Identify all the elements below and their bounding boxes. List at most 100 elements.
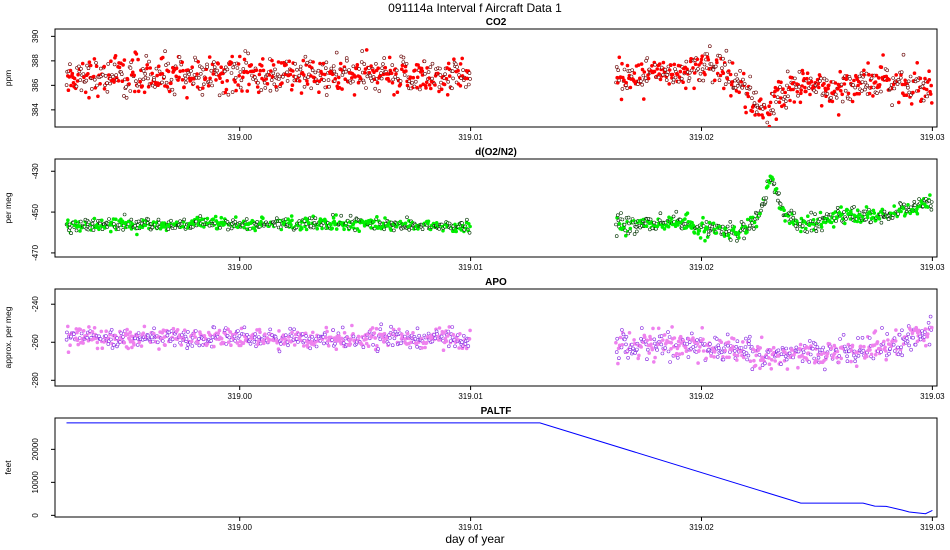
data-point [814,229,819,233]
data-point [845,354,849,359]
data-point [369,226,373,230]
data-point [272,82,277,87]
data-point [879,89,883,94]
data-point [822,367,827,372]
data-point [112,62,117,67]
panel-title: PALTF [481,406,512,417]
data-point [109,59,113,64]
data-point [387,55,392,60]
data-point [850,343,855,348]
data-point [618,335,623,340]
data-point [217,328,222,333]
data-point [78,78,83,82]
data-point [392,336,397,341]
data-point [81,341,85,345]
data-point [834,219,838,223]
data-point [92,325,97,330]
data-point [130,345,134,350]
data-point [364,341,369,346]
data-point [872,211,877,215]
data-point [822,351,827,355]
data-point [428,65,433,69]
data-point [466,344,471,348]
data-point [836,113,841,117]
data-point [712,350,717,354]
data-point [674,343,678,348]
data-point [783,354,788,359]
data-point [298,64,303,69]
data-point [302,76,307,81]
data-point [721,71,726,75]
data-point [805,71,810,75]
data-point [776,348,781,353]
data-point [682,70,687,75]
data-point [789,208,794,213]
data-point [793,76,797,81]
data-point [896,345,900,350]
data-point [177,55,182,59]
data-point [405,331,410,336]
data-point [732,225,737,229]
data-point [172,343,177,348]
data-point [417,333,421,338]
data-point [112,343,116,347]
data-point [650,64,654,68]
data-point [648,337,653,342]
data-point [659,334,664,338]
data-point [301,73,306,77]
data-point [862,212,867,217]
data-point [467,337,472,341]
panel-paltf: PALTF feet 0 10000 20000 319.00 319.01 319.02 31… [3,406,945,532]
data-point [787,221,792,226]
data-point [182,85,186,89]
data-point [405,215,409,220]
data-point [699,60,703,65]
data-point [256,90,261,95]
data-point [661,60,666,65]
data-point [202,333,207,338]
data-point [652,69,657,74]
data-point [373,86,378,91]
data-point [136,331,141,335]
data-point [203,336,208,341]
data-point [838,337,842,341]
series-points [64,314,934,372]
panel-co2: CO2 ppm 384 386 388 390 319.00 319.01 319.02 319.… [3,17,945,142]
data-point [658,211,663,215]
data-point [634,229,639,234]
data-point [95,346,100,351]
data-point [128,66,133,70]
data-point [684,349,689,354]
data-point [622,337,627,342]
data-point [72,76,77,81]
data-point [183,76,188,81]
data-point [685,67,689,71]
data-point [928,92,933,96]
data-point [430,61,435,66]
data-point [172,92,177,97]
data-point [451,332,456,337]
data-point [640,67,645,72]
data-point [327,84,331,89]
x-tick-label: 319.02 [689,523,714,532]
data-point [835,216,839,220]
data-point [376,66,381,70]
data-point [317,90,321,94]
data-point [628,226,633,231]
data-point [875,340,880,344]
data-point [174,220,179,224]
data-point [141,69,146,73]
data-point [109,337,113,342]
x-tick-label: 319.01 [458,263,483,272]
data-point [626,355,630,360]
plot-frame [54,288,938,387]
data-point [252,340,257,344]
data-point [408,345,413,350]
data-point [639,326,644,330]
data-point [334,347,339,352]
data-point [308,346,313,351]
data-point [717,78,722,82]
data-point [808,76,813,81]
data-point [364,337,369,341]
data-point [636,356,641,361]
